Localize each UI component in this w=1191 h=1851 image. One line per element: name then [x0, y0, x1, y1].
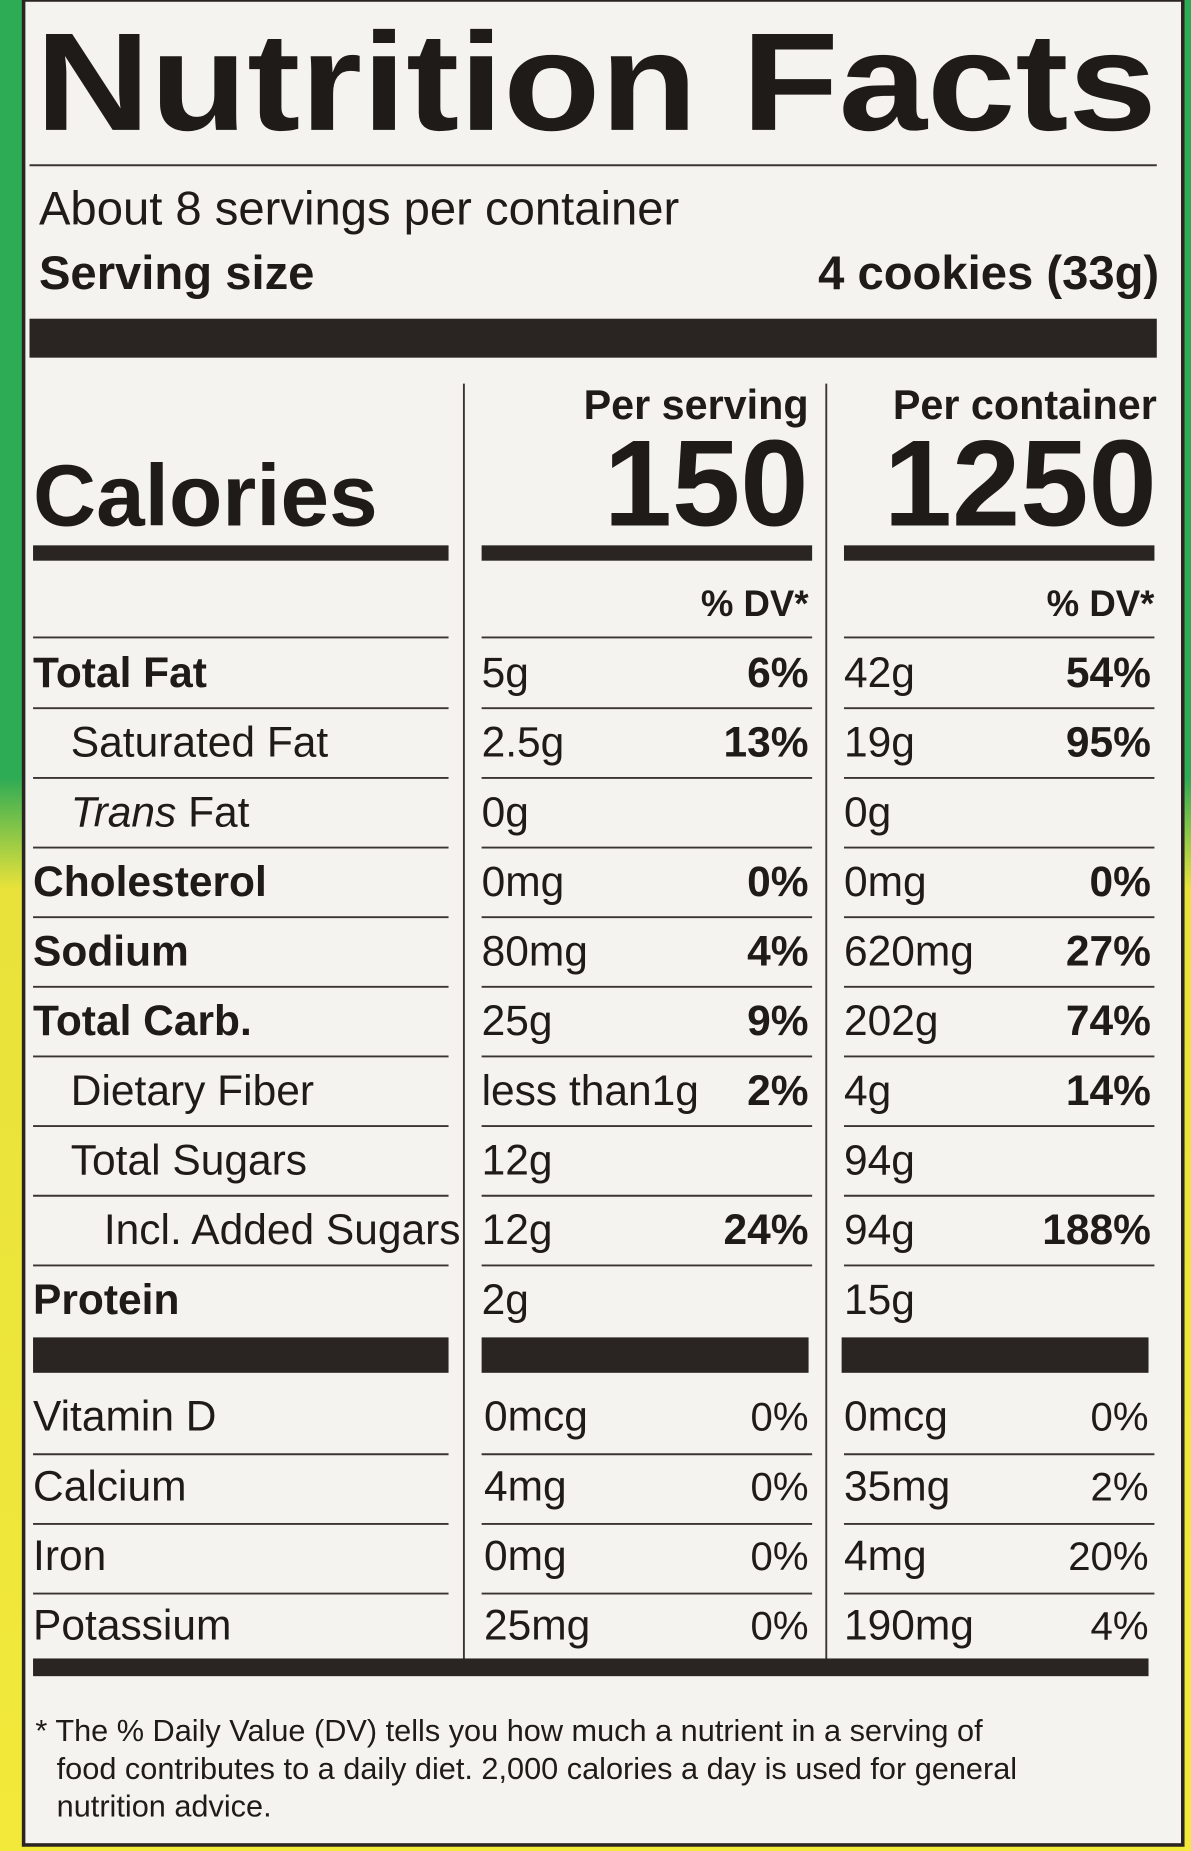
container-dv: 74%	[1066, 998, 1151, 1045]
nutrient-label: Cholesterol	[33, 859, 267, 906]
nutrient-label: Total Sugars	[71, 1137, 307, 1184]
container-dv: 0%	[1089, 859, 1150, 906]
serving-amount: 25g	[482, 998, 553, 1045]
serving-size-value: 4 cookies (33g)	[818, 247, 1159, 300]
serving-amount: 25mg	[484, 1603, 590, 1650]
calories-serving: 150	[604, 415, 809, 552]
container-amount: 4mg	[844, 1533, 927, 1580]
nutrient-label: Incl. Added Sugars	[104, 1207, 461, 1254]
nutrient-label: Dietary Fiber	[71, 1068, 314, 1115]
container-dv: 95%	[1066, 720, 1151, 767]
serving-dv: 9%	[747, 998, 808, 1045]
thick-bar	[481, 1337, 809, 1373]
serving-amount: less than1g	[482, 1068, 699, 1115]
container-amount: 94g	[844, 1207, 915, 1254]
container-amount: 0mg	[844, 859, 927, 906]
thick-bar	[33, 1658, 1149, 1677]
thick-bar	[33, 545, 449, 561]
serving-dv: 4%	[747, 929, 808, 976]
container-dv: 27%	[1066, 929, 1151, 976]
nutrient-label: Total Carb.	[33, 998, 252, 1045]
vitamin-label: Potassium	[33, 1603, 231, 1650]
dv-header: % DV*	[701, 583, 809, 624]
footnote: food contributes to a daily diet. 2,000 …	[57, 1751, 1017, 1786]
container-dv: 0%	[1091, 1395, 1149, 1440]
serving-amount: 0mg	[482, 859, 565, 906]
nutrient-label: Saturated Fat	[71, 720, 329, 767]
serving-amount: 4mg	[484, 1463, 567, 1510]
thick-bar	[841, 1337, 1149, 1373]
nutrient-label-rest: Fat	[188, 789, 250, 836]
serving-amount: 12g	[482, 1207, 553, 1254]
vitamin-label: Vitamin D	[33, 1394, 216, 1441]
thick-bar	[29, 318, 1157, 358]
container-amount: 190mg	[844, 1603, 974, 1650]
vitamin-label: Iron	[33, 1533, 106, 1580]
vitamin-label: Calcium	[33, 1463, 186, 1510]
serving-amount: 80mg	[482, 929, 588, 976]
container-amount: 35mg	[844, 1463, 950, 1510]
serving-amount: 2.5g	[482, 720, 565, 767]
serving-dv: 13%	[724, 720, 809, 767]
nutrient-label-italic: Trans	[71, 789, 176, 836]
title: Nutrition Facts	[35, 4, 1156, 160]
container-dv: 188%	[1042, 1207, 1151, 1254]
serving-dv: 0%	[751, 1604, 809, 1649]
calories-label: Calories	[33, 446, 378, 544]
serving-amount: 0g	[482, 789, 529, 836]
serving-size-label: Serving size	[39, 247, 314, 300]
column-header: Per serving	[584, 382, 809, 428]
footnote: nutrition advice.	[57, 1789, 272, 1824]
serving-dv: 0%	[751, 1464, 809, 1509]
container-amount: 19g	[844, 720, 915, 767]
thick-bar	[843, 545, 1155, 561]
label-content: Nutrition Facts About 8 servings per con…	[21, 0, 1185, 1847]
container-amount: 202g	[844, 998, 939, 1045]
thick-bar	[481, 545, 813, 561]
calories-container: 1250	[884, 415, 1157, 552]
servings: About 8 servings per container	[39, 182, 679, 235]
serving-dv: 0%	[751, 1534, 809, 1579]
column-header: Per container	[893, 382, 1157, 428]
container-amount: 0g	[844, 789, 891, 836]
nutrient-label: Total Fat	[33, 650, 207, 697]
container-dv: 20%	[1068, 1534, 1148, 1579]
container-amount: 94g	[844, 1137, 915, 1184]
container-amount: 620mg	[844, 929, 974, 976]
container-dv: 2%	[1091, 1464, 1149, 1509]
label-panel	[21, 0, 1185, 1847]
serving-dv: 0%	[751, 1395, 809, 1440]
container-amount: 42g	[844, 650, 915, 697]
container-dv: 54%	[1066, 650, 1151, 697]
container-amount: 4g	[844, 1068, 891, 1115]
thick-bar	[33, 1337, 449, 1373]
serving-amount: 0mg	[484, 1533, 567, 1580]
serving-amount: 2g	[482, 1277, 529, 1324]
footnote: * The % Daily Value (DV) tells you how m…	[35, 1713, 983, 1748]
container-amount: 0mcg	[844, 1394, 948, 1441]
container-dv: 4%	[1091, 1604, 1149, 1649]
serving-dv: 6%	[747, 650, 808, 697]
nutrient-label: Sodium	[33, 929, 189, 976]
serving-dv: 2%	[747, 1068, 808, 1115]
container-amount: 15g	[844, 1277, 915, 1324]
container-dv: 14%	[1066, 1068, 1151, 1115]
serving-dv: 0%	[747, 859, 808, 906]
dv-header: % DV*	[1047, 583, 1155, 624]
nutrient-label: Protein	[33, 1277, 179, 1324]
serving-amount: 5g	[482, 650, 529, 697]
serving-amount: 12g	[482, 1137, 553, 1184]
nutrient-label: Trans Fat	[71, 789, 250, 836]
serving-amount: 0mcg	[484, 1394, 588, 1441]
serving-dv: 24%	[724, 1207, 809, 1254]
